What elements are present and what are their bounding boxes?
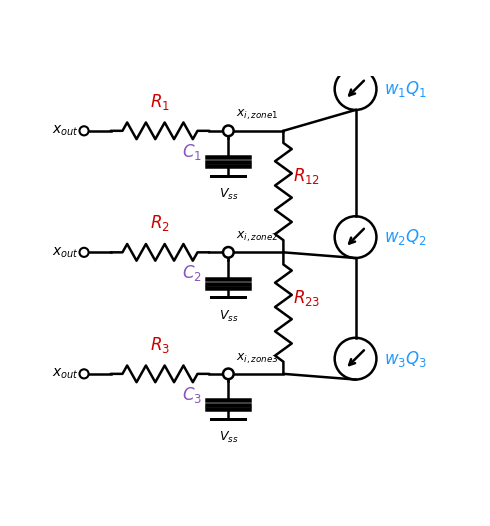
Text: $R_1$: $R_1$ [150, 92, 170, 112]
Circle shape [79, 126, 89, 135]
Text: $x_{i,zone3}$: $x_{i,zone3}$ [236, 351, 278, 366]
Text: $R_2$: $R_2$ [150, 214, 170, 234]
Text: $R_{23}$: $R_{23}$ [293, 288, 320, 308]
Text: $V_{ss}$: $V_{ss}$ [219, 430, 238, 446]
Text: $x_{i,zone1}$: $x_{i,zone1}$ [236, 108, 278, 123]
Circle shape [223, 369, 234, 379]
Text: $w_1Q_1$: $w_1Q_1$ [384, 79, 427, 99]
Text: $x_{i,zone2}$: $x_{i,zone2}$ [236, 229, 278, 244]
Text: $x_{out}$: $x_{out}$ [51, 124, 78, 138]
Text: $x_{out}$: $x_{out}$ [51, 245, 78, 259]
Circle shape [79, 369, 89, 378]
Text: $V_{ss}$: $V_{ss}$ [219, 309, 238, 324]
Text: $C_1$: $C_1$ [182, 141, 202, 161]
Circle shape [223, 126, 234, 136]
Circle shape [223, 247, 234, 258]
Text: $V_{ss}$: $V_{ss}$ [219, 187, 238, 203]
Text: $w_2Q_2$: $w_2Q_2$ [384, 227, 427, 247]
Text: $R_{12}$: $R_{12}$ [293, 166, 320, 186]
Circle shape [79, 248, 89, 257]
Text: $C_2$: $C_2$ [182, 263, 202, 283]
Text: $R_3$: $R_3$ [150, 335, 170, 355]
Text: $w_3Q_3$: $w_3Q_3$ [384, 349, 427, 369]
Text: $C_3$: $C_3$ [182, 385, 202, 404]
Text: $x_{out}$: $x_{out}$ [51, 367, 78, 381]
